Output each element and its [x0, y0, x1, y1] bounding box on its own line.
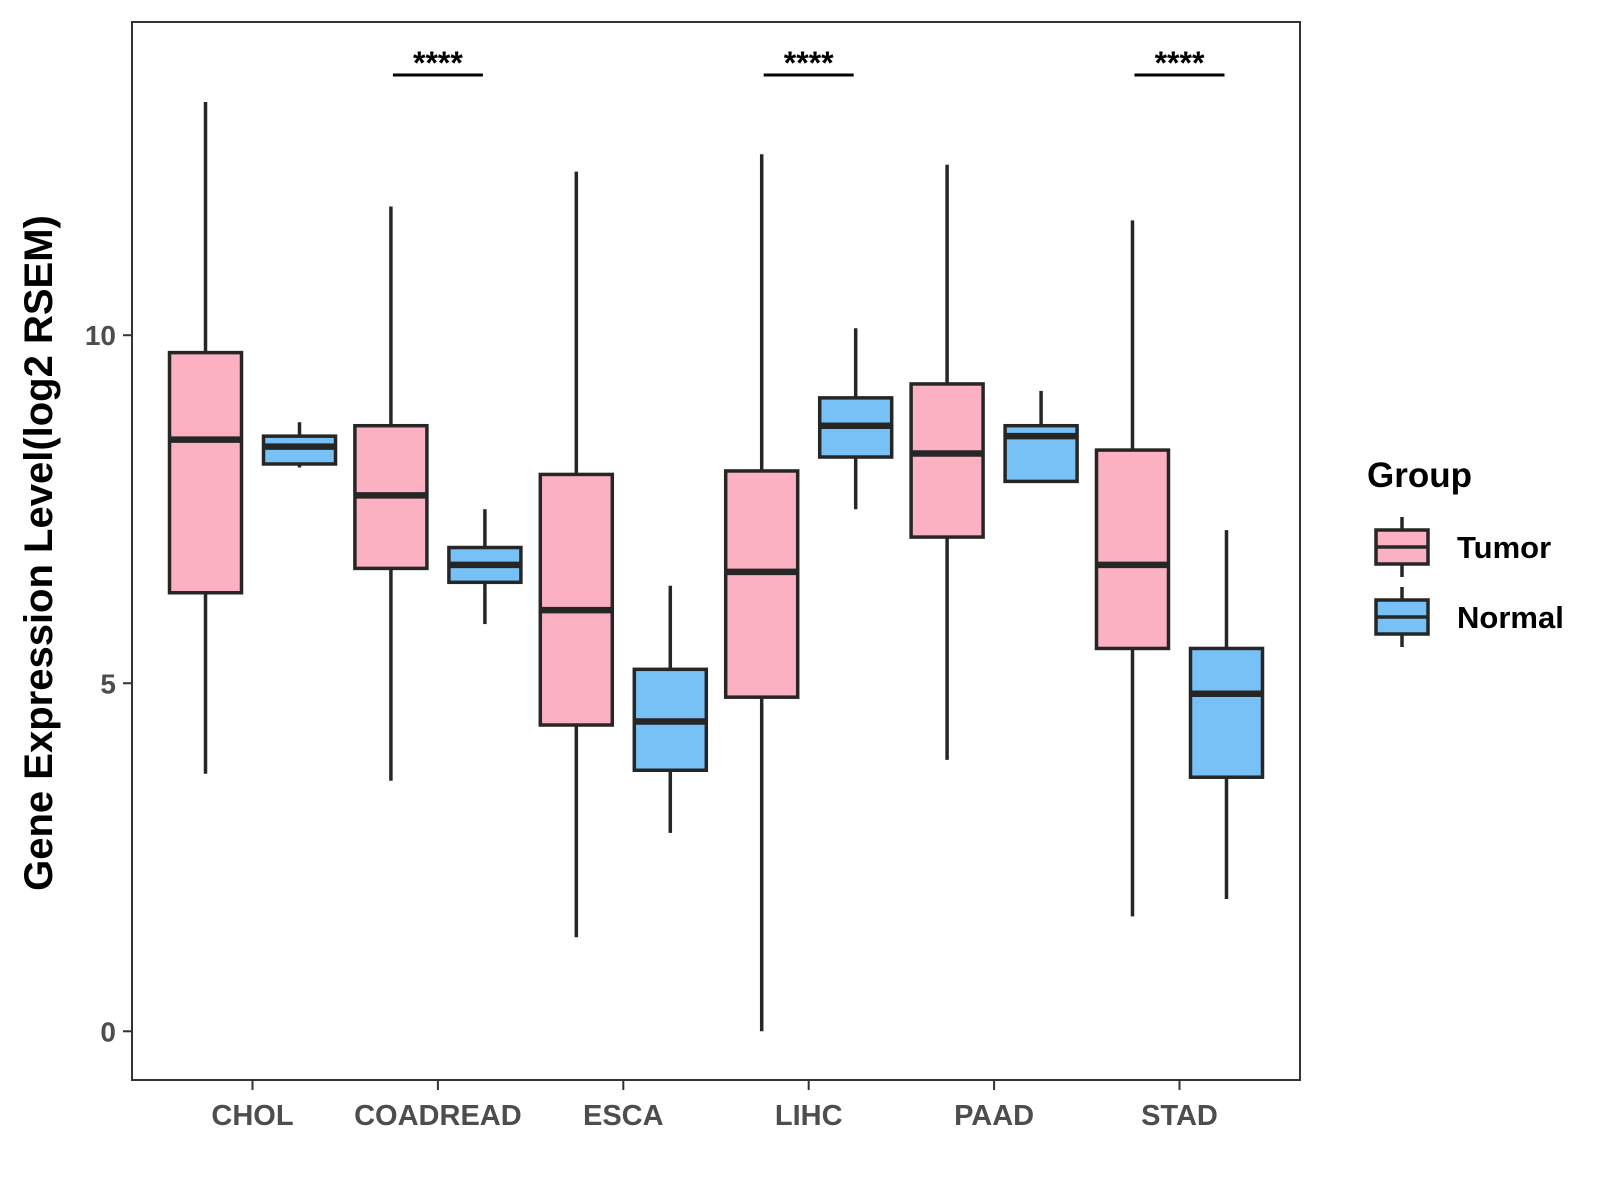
x-tick-label: STAD — [1141, 1100, 1218, 1132]
box-body — [1188, 646, 1265, 779]
box-normal-stad — [1188, 530, 1265, 900]
box-tumor-chol — [167, 102, 244, 774]
box-body — [723, 469, 800, 699]
box-body — [1094, 448, 1171, 651]
box-normal-esca — [632, 585, 709, 833]
box-normal-chol — [261, 422, 338, 468]
y-axis-title: Gene Expression Level(log2 RSEM) — [17, 215, 61, 891]
significance-label: **** — [784, 45, 834, 81]
legend-item-tumor: Tumor — [1374, 517, 1551, 577]
legend: Group Tumor Normal — [1367, 456, 1564, 647]
box-normal-paad — [1003, 390, 1079, 484]
legend-label: Tumor — [1457, 530, 1551, 565]
y-tick-label: 5 — [100, 668, 116, 699]
box-tumor-stad — [1094, 220, 1171, 917]
box-body — [909, 382, 985, 539]
x-tick-label: ESCA — [583, 1100, 664, 1132]
legend-title: Group — [1367, 456, 1472, 495]
x-tick-label: CHOL — [211, 1100, 293, 1132]
box-normal-lihc — [817, 328, 894, 510]
significance-label: **** — [413, 45, 463, 81]
legend-label: Normal — [1457, 600, 1564, 635]
legend-item-normal: Normal — [1374, 587, 1564, 647]
legend-items: Tumor Normal — [1374, 517, 1564, 647]
significance-layer: **** **** **** — [392, 45, 1225, 81]
y-axis: 0 5 10 — [85, 320, 132, 1047]
x-tick-label: LIHC — [775, 1100, 843, 1132]
box-body — [167, 350, 244, 595]
boxes-layer — [167, 102, 1265, 1032]
box-tumor-paad — [909, 164, 985, 760]
box-body — [538, 472, 615, 727]
box-tumor-coadread — [353, 206, 429, 781]
significance-label: **** — [1155, 45, 1205, 81]
box-body — [261, 434, 338, 466]
box-tumor-esca — [538, 171, 615, 938]
x-tick-label: PAAD — [954, 1100, 1034, 1132]
box-tumor-lihc — [723, 154, 800, 1032]
y-tick-label: 0 — [100, 1016, 116, 1047]
x-tick-label: COADREAD — [354, 1100, 522, 1132]
x-axis: CHOL COADREAD ESCA LIHC PAAD STAD — [211, 1080, 1218, 1132]
box-normal-coadread — [447, 509, 523, 625]
y-tick-label: 10 — [85, 320, 116, 351]
